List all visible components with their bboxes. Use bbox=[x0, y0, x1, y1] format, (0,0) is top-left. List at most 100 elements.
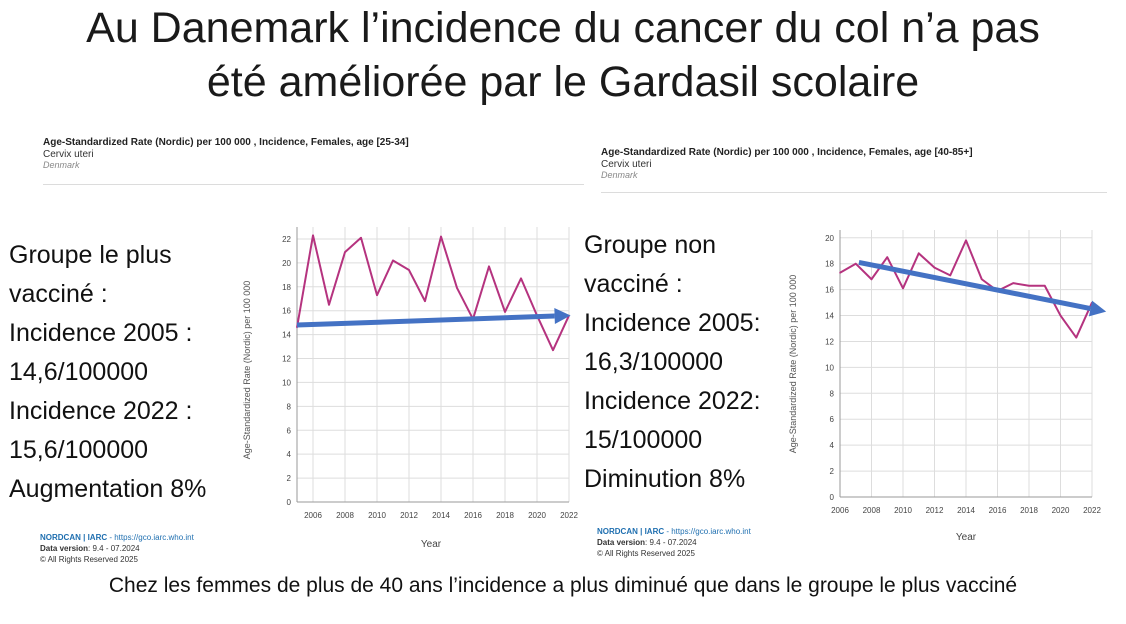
left-y-tick-label: 18 bbox=[282, 283, 291, 292]
right-y-tick-label: 20 bbox=[825, 234, 834, 243]
right-x-tick-label: 2008 bbox=[863, 506, 881, 515]
left-chart-header: Age-Standardized Rate (Nordic) per 100 0… bbox=[43, 137, 409, 170]
left-data-point bbox=[312, 234, 314, 237]
credit-brand: NORDCAN | IARC bbox=[597, 527, 665, 536]
left-x-tick-label: 2010 bbox=[368, 511, 386, 520]
right-data-point bbox=[1043, 284, 1046, 287]
left-y-tick-label: 14 bbox=[282, 331, 291, 340]
left-annotation-line: Augmentation 8% bbox=[9, 475, 207, 503]
left-header-title: Age-Standardized Rate (Nordic) per 100 0… bbox=[43, 137, 409, 148]
right-data-point bbox=[902, 287, 904, 290]
left-data-point bbox=[456, 287, 458, 289]
left-trend-arrow-head bbox=[554, 308, 571, 325]
left-header-country: Denmark bbox=[43, 160, 80, 170]
left-annotation-line: 14,6/100000 bbox=[9, 358, 149, 386]
credit-url-link[interactable]: - https://gco.iarc.who.int bbox=[664, 527, 751, 536]
left-y-tick-label: 6 bbox=[287, 426, 292, 435]
right-y-tick-label: 18 bbox=[825, 260, 834, 269]
right-y-tick-label: 10 bbox=[825, 363, 834, 372]
right-y-tick-label: 0 bbox=[830, 493, 835, 502]
credit-url-link[interactable]: - https://gco.iarc.who.int bbox=[107, 533, 194, 542]
right-y-tick-label: 12 bbox=[825, 337, 834, 346]
credit-rights: © All Rights Reserved 2025 bbox=[40, 555, 138, 564]
right-y-tick-label: 16 bbox=[825, 286, 834, 295]
left-annotation-line: Groupe le plus bbox=[9, 241, 172, 269]
credit-version: : 9.4 - 07.2024 bbox=[88, 544, 140, 553]
right-x-tick-label: 2016 bbox=[989, 506, 1007, 515]
left-data-point bbox=[392, 259, 394, 262]
right-header-site: Cervix uteri bbox=[601, 159, 652, 170]
credit-rights: © All Rights Reserved 2025 bbox=[597, 549, 695, 558]
right-annotation-line: 15/100000 bbox=[584, 426, 703, 454]
left-y-tick-label: 20 bbox=[282, 259, 291, 268]
left-y-tick-label: 8 bbox=[287, 402, 292, 411]
left-x-tick-label: 2014 bbox=[432, 511, 450, 520]
left-credits: NORDCAN | IARC - https://gco.iarc.who.in… bbox=[40, 532, 194, 565]
left-data-point bbox=[408, 269, 410, 271]
slide-title-line-2: été améliorée par le Gardasil scolaire bbox=[206, 58, 920, 106]
right-y-tick-label: 2 bbox=[830, 467, 835, 476]
right-trend-arrow-shaft bbox=[858, 259, 1091, 311]
left-annotation-line: vacciné : bbox=[9, 280, 108, 308]
right-data-point bbox=[1059, 314, 1062, 317]
left-y-tick-label: 0 bbox=[287, 498, 292, 507]
left-x-tick-label: 2008 bbox=[336, 511, 354, 520]
right-x-tick-label: 2006 bbox=[831, 506, 849, 515]
left-line-chart: Age-Standardized Rate (Nordic) per 100 0… bbox=[242, 227, 578, 550]
right-x-tick-label: 2012 bbox=[926, 506, 944, 515]
right-data-point bbox=[854, 262, 857, 265]
right-data-point bbox=[839, 271, 841, 274]
right-header-country: Denmark bbox=[601, 170, 638, 180]
right-y-axis-label: Age-Standardized Rate (Nordic) per 100 0… bbox=[788, 275, 798, 454]
left-y-tick-label: 16 bbox=[282, 307, 291, 316]
left-annotation-line: Incidence 2022 : bbox=[9, 397, 193, 425]
left-data-point bbox=[504, 311, 506, 313]
left-annotation: Groupe le plus vacciné : Incidence 2005 … bbox=[9, 236, 206, 509]
right-x-tick-label: 2018 bbox=[1020, 506, 1038, 515]
right-data-point bbox=[917, 252, 920, 255]
left-x-axis-label: Year bbox=[421, 539, 442, 550]
right-y-tick-label: 14 bbox=[825, 312, 834, 321]
right-data-point bbox=[1028, 284, 1030, 287]
left-x-tick-label: 2012 bbox=[400, 511, 418, 520]
left-x-tick-label: 2016 bbox=[464, 511, 482, 520]
left-y-axis-label: Age-Standardized Rate (Nordic) per 100 0… bbox=[242, 281, 252, 460]
right-y-tick-label: 8 bbox=[830, 389, 835, 398]
right-annotation-line: 16,3/100000 bbox=[584, 348, 724, 376]
right-data-point bbox=[980, 278, 983, 281]
right-header-divider bbox=[601, 192, 1107, 193]
right-data-point bbox=[1012, 282, 1015, 284]
left-y-tick-label: 10 bbox=[282, 378, 291, 387]
right-annotation-line: vacciné : bbox=[584, 270, 683, 298]
right-annotation-line: Diminution 8% bbox=[584, 465, 746, 493]
left-x-tick-label: 2018 bbox=[496, 511, 514, 520]
right-data-point bbox=[1075, 336, 1078, 339]
left-data-point bbox=[376, 294, 378, 296]
left-y-tick-label: 2 bbox=[287, 474, 292, 483]
credit-version-label: Data version bbox=[597, 538, 646, 547]
right-chart-header: Age-Standardized Rate (Nordic) per 100 0… bbox=[601, 147, 973, 180]
credit-version: : 9.4 - 07.2024 bbox=[645, 538, 697, 547]
right-data-point bbox=[886, 256, 889, 259]
slide-footer: Chez les femmes de plus de 40 ans l’inci… bbox=[108, 574, 1018, 597]
right-x-tick-label: 2014 bbox=[957, 506, 975, 515]
right-x-tick-label: 2020 bbox=[1052, 506, 1070, 515]
right-annotation-line: Incidence 2022: bbox=[584, 387, 761, 415]
right-credits: NORDCAN | IARC - https://gco.iarc.who.in… bbox=[597, 526, 751, 559]
left-y-tick-label: 12 bbox=[282, 355, 291, 364]
left-header-divider bbox=[43, 184, 584, 185]
left-data-point bbox=[360, 236, 362, 239]
left-annotation-line: 15,6/100000 bbox=[9, 436, 149, 464]
right-line-chart: Age-Standardized Rate (Nordic) per 100 0… bbox=[788, 230, 1107, 543]
right-header-title: Age-Standardized Rate (Nordic) per 100 0… bbox=[601, 147, 973, 158]
left-data-point bbox=[440, 235, 442, 238]
right-y-tick-label: 6 bbox=[830, 415, 835, 424]
right-x-tick-label: 2010 bbox=[894, 506, 912, 515]
left-data-point bbox=[552, 349, 554, 351]
right-trend-arrow-head bbox=[1088, 300, 1107, 317]
right-annotation-line: Groupe non bbox=[584, 231, 717, 259]
left-trend-arrow-shaft bbox=[296, 313, 555, 328]
credit-brand: NORDCAN | IARC bbox=[40, 533, 108, 542]
right-annotation-line: Incidence 2005: bbox=[584, 309, 761, 337]
left-annotation-line: Incidence 2005 : bbox=[9, 319, 193, 347]
